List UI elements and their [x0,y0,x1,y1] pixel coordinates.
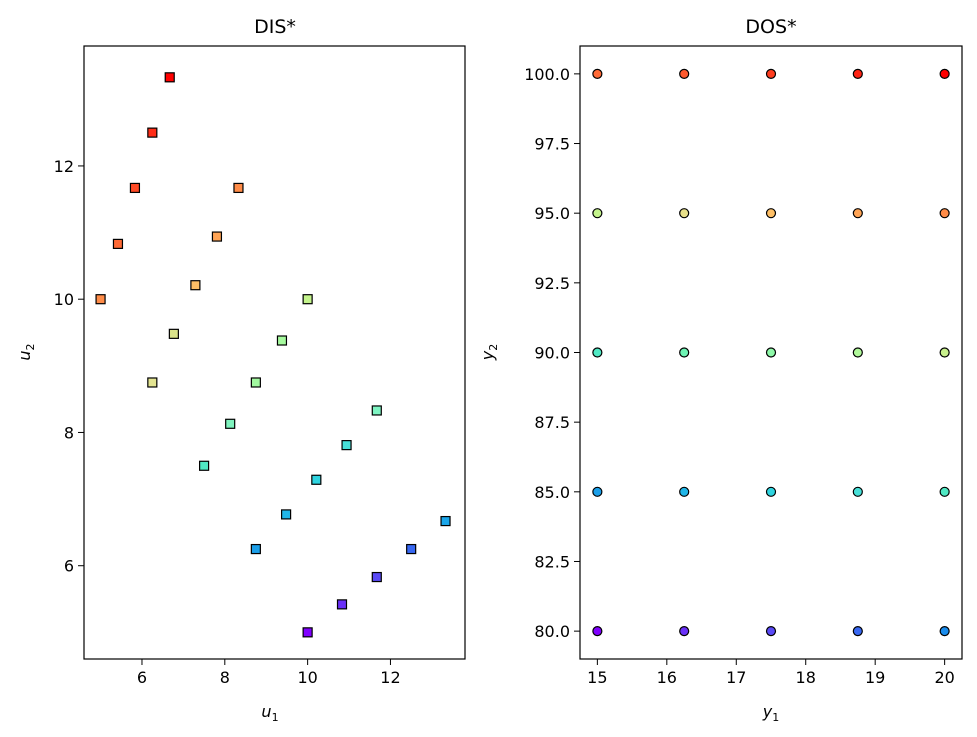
dos-data-point [852,626,863,637]
dos-data-point [765,208,777,219]
dos-data-point [679,486,690,497]
dos-data-point [765,486,777,497]
dos-data-point [852,347,863,358]
dis-data-point [190,280,201,291]
dos-xlabel-sub: 1 [772,711,779,724]
dis-x-tick-label: 12 [380,668,400,687]
dos-ylabel-main: y [478,350,497,361]
dos-data-point [939,626,950,637]
dos-data-point [939,486,950,497]
dis-data-point [302,627,313,638]
dis-data-point [440,515,451,527]
dis-data-point [147,127,158,138]
dos-data-point [592,347,603,358]
dos-y-tick-label: 85.0 [534,483,570,502]
dos-plot: DOS* 15 16 17 18 19 20 80.0 82.5 85.0 87.5 90.0 92.… [478,16,963,724]
dos-x-tick-label: 17 [726,668,746,687]
dos-data-point [765,68,777,79]
dos-x-tick-label: 19 [865,668,885,687]
dos-y-tick-label: 90.0 [534,344,570,363]
dis-ylabel-sub: 2 [24,343,37,350]
dos-data-point [939,208,950,219]
dis-data-point [371,571,382,583]
dos-data-point [592,208,603,219]
dis-ylabel: u2 [15,343,37,360]
dis-data-point [129,182,141,194]
dis-ylabel-main: u [15,350,34,360]
dis-data-point [250,543,261,555]
dos-y-tick-label: 92.5 [534,274,570,293]
dos-data-point [765,626,777,637]
dos-y-tick-label: 100.0 [524,65,570,84]
dos-x-tick-label: 16 [657,668,677,687]
dos-data-point [679,68,690,79]
dis-x-tick-label: 8 [220,668,230,687]
dis-data-point [233,182,244,194]
dos-y-tick-label: 87.5 [534,413,570,432]
dis-data-point [406,543,417,555]
dos-y-tick-label: 97.5 [534,135,570,154]
dis-data-point [168,328,179,339]
dos-data-point [939,347,950,358]
dis-data-point [280,509,292,520]
dos-data-point [679,208,690,219]
dis-data-point [225,418,236,429]
dos-ylabel: y2 [478,344,500,361]
dis-y-tick-label: 6 [64,557,74,576]
dos-ticks: 15 16 17 18 19 20 80.0 82.5 85.0 87.5 90.0 92.5 95.0… [524,65,955,687]
dos-y-tick-label: 82.5 [534,552,570,571]
dos-ylabel-sub: 2 [487,344,500,351]
dis-data-point [311,474,322,485]
dis-y-tick-label: 12 [54,157,74,176]
dis-data-point [276,335,288,346]
dis-x-tick-label: 10 [297,668,317,687]
dos-data-point [765,347,777,358]
dis-ticks: 6 8 10 12 6 8 10 12 [54,157,401,687]
dis-xlabel-main: u [261,702,271,721]
dis-xlabel-sub: 1 [272,711,279,724]
dos-title: DOS* [745,16,796,38]
dos-data-point [852,68,863,79]
dos-y-tick-label: 80.0 [534,622,570,641]
dos-y-tick-label: 95.0 [534,204,570,223]
dis-data-point [341,440,352,451]
dis-data-point [198,460,210,471]
dos-xlabel-main: y [762,702,773,721]
dis-data-point [336,599,348,610]
dis-data-point [211,231,223,242]
dis-data-point [95,294,106,305]
dos-data-point [679,347,690,358]
dis-data-point [302,294,313,305]
dis-data-point [250,377,261,388]
dis-x-tick-label: 6 [137,668,147,687]
dis-y-tick-label: 10 [54,290,74,309]
dis-title: DIS* [254,16,296,38]
dos-data-point [592,486,603,497]
dos-data-point [939,68,950,79]
dis-frame [83,45,466,660]
dis-y-tick-label: 8 [64,423,74,442]
dos-points [592,68,950,637]
dos-xlabel: y1 [762,702,779,724]
dos-x-tick-label: 20 [934,668,954,687]
dos-data-point [679,626,690,637]
dis-data-point [147,377,158,388]
dis-data-point [112,238,124,249]
dis-data-point [164,72,175,83]
dis-data-point [371,405,382,416]
dos-x-tick-label: 18 [796,668,816,687]
dis-xlabel: u1 [261,702,278,724]
dos-data-point [852,486,863,497]
dis-points [95,72,451,638]
dos-data-point [852,208,863,219]
dos-frame [579,45,963,660]
dos-data-point [592,626,603,637]
dos-x-tick-label: 15 [587,668,607,687]
dos-data-point [592,68,603,79]
